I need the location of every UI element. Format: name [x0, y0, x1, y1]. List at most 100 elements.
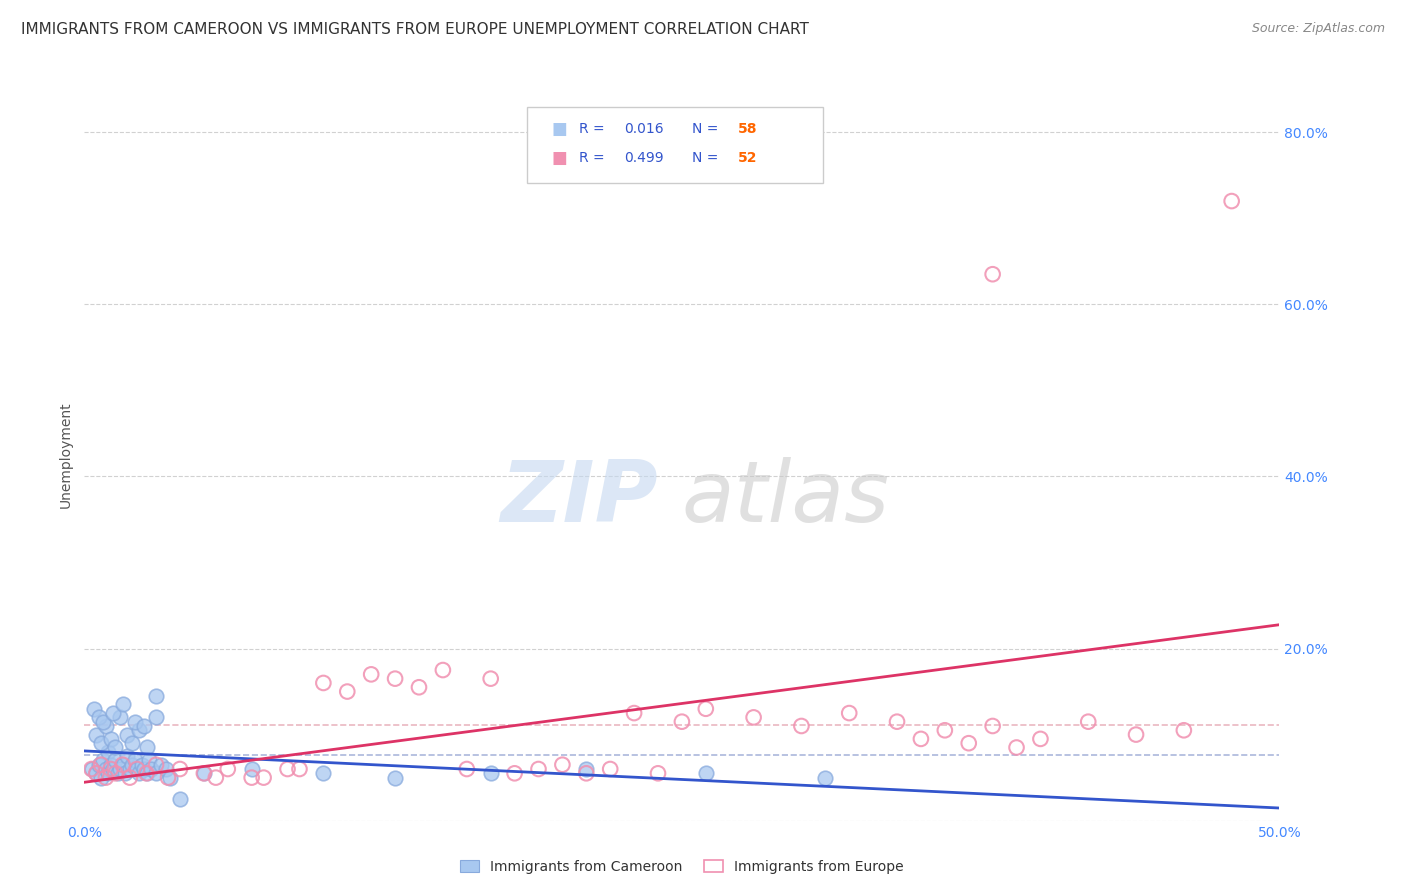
Point	[111, 698, 134, 712]
Point	[97, 766, 120, 780]
Text: ■: ■	[551, 120, 567, 138]
Text: Source: ZipAtlas.com: Source: ZipAtlas.com	[1251, 22, 1385, 36]
Point	[138, 753, 160, 767]
Point	[551, 757, 574, 772]
Point	[117, 749, 139, 764]
Point	[456, 762, 478, 776]
Point	[118, 771, 141, 785]
Point	[107, 766, 129, 780]
Text: 0.499: 0.499	[624, 151, 664, 165]
Point	[135, 766, 157, 780]
Text: N =: N =	[692, 122, 723, 136]
Text: N =: N =	[692, 151, 723, 165]
Point	[981, 267, 1004, 281]
Point	[121, 757, 143, 772]
Point	[128, 723, 150, 738]
Point	[240, 771, 263, 785]
Point	[814, 771, 837, 785]
Point	[695, 702, 717, 716]
Point	[742, 710, 765, 724]
Text: atlas: atlas	[682, 458, 890, 541]
Point	[575, 766, 598, 780]
Point	[93, 714, 115, 729]
Point	[86, 766, 108, 780]
Point	[384, 672, 406, 686]
Text: 58: 58	[738, 122, 758, 136]
Point	[135, 766, 157, 780]
Point	[125, 762, 148, 776]
Point	[145, 710, 167, 724]
Point	[169, 762, 191, 776]
Point	[86, 728, 108, 742]
Point	[695, 766, 717, 780]
Point	[101, 706, 124, 720]
Point	[193, 766, 215, 780]
Point	[94, 771, 117, 785]
Legend: Immigrants from Cameroon, Immigrants from Europe: Immigrants from Cameroon, Immigrants fro…	[454, 855, 910, 880]
Point	[145, 757, 167, 772]
Point	[671, 714, 693, 729]
Point	[100, 757, 122, 772]
Point	[104, 740, 127, 755]
Point	[132, 719, 156, 733]
Point	[125, 762, 148, 776]
Point	[124, 753, 146, 767]
Point	[149, 757, 172, 772]
Point	[131, 757, 153, 772]
Point	[104, 766, 127, 780]
Point	[1220, 194, 1243, 208]
Point	[124, 714, 146, 729]
Point	[957, 736, 980, 750]
Point	[479, 766, 502, 780]
Point	[90, 757, 112, 772]
Text: 0.016: 0.016	[624, 122, 664, 136]
Point	[90, 736, 112, 750]
Point	[503, 766, 526, 780]
Point	[118, 762, 141, 776]
Text: IMMIGRANTS FROM CAMEROON VS IMMIGRANTS FROM EUROPE UNEMPLOYMENT CORRELATION CHAR: IMMIGRANTS FROM CAMEROON VS IMMIGRANTS F…	[21, 22, 808, 37]
Point	[159, 771, 181, 785]
Point	[101, 762, 124, 776]
Point	[1005, 740, 1028, 755]
Point	[114, 766, 136, 780]
Point	[312, 766, 335, 780]
Point	[104, 753, 127, 767]
Point	[981, 719, 1004, 733]
Point	[288, 762, 311, 776]
Point	[432, 663, 454, 677]
Point	[80, 762, 103, 776]
Point	[277, 762, 299, 776]
Point	[217, 762, 239, 776]
Point	[90, 771, 112, 785]
Point	[169, 792, 191, 806]
Point	[110, 710, 132, 724]
Point	[408, 680, 430, 694]
Point	[336, 684, 359, 698]
Point	[934, 723, 956, 738]
Point	[80, 762, 103, 776]
Point	[1077, 714, 1099, 729]
Point	[121, 736, 143, 750]
Text: R =: R =	[579, 122, 609, 136]
Point	[647, 766, 669, 780]
Point	[1029, 731, 1052, 746]
Point	[193, 766, 215, 780]
Point	[93, 753, 115, 767]
Point	[86, 766, 108, 780]
Point	[145, 766, 167, 780]
Point	[83, 702, 105, 716]
Point	[141, 762, 163, 776]
Point	[94, 762, 117, 776]
Point	[623, 706, 645, 720]
Point	[155, 762, 177, 776]
Point	[100, 762, 122, 776]
Point	[145, 689, 167, 703]
Point	[479, 672, 502, 686]
Point	[1173, 723, 1195, 738]
Point	[240, 762, 263, 776]
Point	[97, 745, 120, 759]
Point	[527, 762, 550, 776]
Point	[87, 710, 110, 724]
Point	[132, 762, 156, 776]
Point	[205, 771, 228, 785]
